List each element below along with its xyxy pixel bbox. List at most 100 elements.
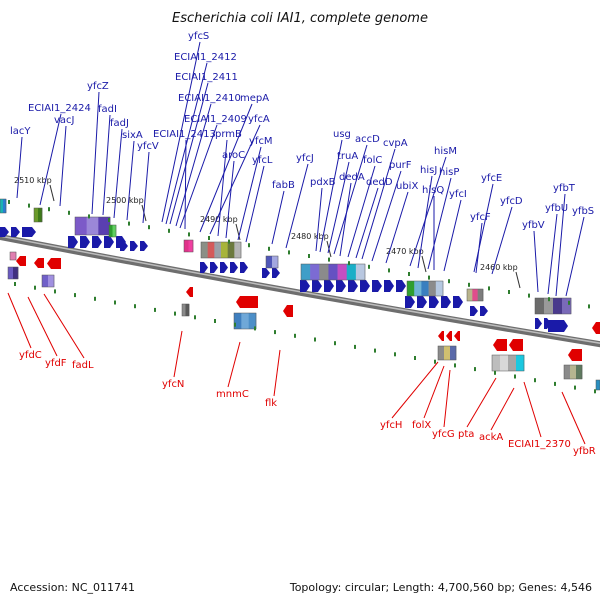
feature-bin xyxy=(0,198,7,214)
reverse-gene-arrows xyxy=(283,305,293,317)
feature-bin xyxy=(200,241,242,259)
leader-line xyxy=(547,213,558,295)
svg-text:yfcA: yfcA xyxy=(248,114,270,125)
svg-text:yfcE: yfcE xyxy=(481,173,502,184)
svg-text:truA: truA xyxy=(337,151,358,162)
leader-line xyxy=(385,191,409,264)
leader-line xyxy=(533,230,539,293)
leader-line xyxy=(565,216,585,297)
svg-text:fadJ: fadJ xyxy=(110,118,129,129)
gene-label-yfcl: yfcL xyxy=(252,155,273,166)
leader-line xyxy=(126,140,135,221)
leader-line xyxy=(319,139,343,253)
leader-line xyxy=(473,183,494,273)
svg-text:yfcF: yfcF xyxy=(470,212,491,223)
tick-mark xyxy=(515,271,521,289)
leader-line xyxy=(523,381,542,438)
gene-label-yfbu: yfbU xyxy=(545,203,568,214)
leader-line xyxy=(59,125,67,207)
feature-blocks xyxy=(0,198,600,391)
tick-mark xyxy=(421,255,427,273)
gene-label-sixa: sixA xyxy=(122,130,143,141)
gene-label-yfca: yfcA xyxy=(248,114,270,125)
gene-label-fadj: fadJ xyxy=(110,118,129,129)
leader-line xyxy=(91,91,100,215)
tick-1: 2500 kbp xyxy=(106,196,147,222)
leader-line xyxy=(237,146,262,241)
svg-text:ackA: ackA xyxy=(479,432,503,443)
gene-label-eciai1_2424: ECIAI1_2424 xyxy=(28,103,91,114)
svg-text:pta: pta xyxy=(458,429,474,440)
svg-text:aroC: aroC xyxy=(222,150,245,161)
leader-lines xyxy=(7,41,586,445)
gene-label-eciai1_2410: ECIAI1_2410 xyxy=(178,93,241,104)
forward-gene-arrows xyxy=(200,262,248,273)
feature-bin xyxy=(466,288,484,302)
svg-text:pdxB: pdxB xyxy=(310,177,336,188)
gene-label-dedd: dedD xyxy=(366,177,393,188)
forward-gene-arrows xyxy=(548,320,568,332)
gene-label-vacj: vacJ xyxy=(54,115,75,126)
forward-gene-arrows xyxy=(120,241,148,251)
leader-line xyxy=(423,365,445,419)
tick-4: 2470 kbp xyxy=(386,247,427,273)
leader-line xyxy=(327,161,350,254)
svg-text:ECIAI1_2409: ECIAI1_2409 xyxy=(184,114,247,125)
leader-line xyxy=(27,296,58,357)
gene-label-yfdf: yfdF xyxy=(45,358,67,369)
reverse-gene-arrows xyxy=(438,331,460,341)
leader-line xyxy=(475,222,483,274)
leader-line xyxy=(16,136,23,199)
reverse-gene-arrows xyxy=(186,287,193,297)
leader-line xyxy=(285,163,309,249)
leader-line xyxy=(175,103,212,227)
tick-5: 2460 kbp xyxy=(480,263,521,289)
leader-line xyxy=(184,139,187,230)
leader-line xyxy=(113,128,123,219)
svg-text:cvpA: cvpA xyxy=(383,138,408,149)
svg-text:ECIAI1_2411: ECIAI1_2411 xyxy=(175,72,238,83)
reverse-gene-arrows xyxy=(47,258,61,269)
leader-line xyxy=(409,156,447,267)
tick-layer: 2510 kbp 2500 kbp 2490 kbp 2480 kbp 2470 kbp… xyxy=(14,176,521,289)
leader-line xyxy=(371,170,402,262)
tick-label: 2480 kbp xyxy=(291,232,329,241)
leader-line xyxy=(417,175,433,269)
gene-label-mnmc: mnmC xyxy=(216,389,249,400)
feature-bin xyxy=(183,239,194,253)
gene-label-yfcm: yfcM xyxy=(249,136,273,147)
svg-text:ubiX: ubiX xyxy=(396,181,418,192)
svg-text:yfcG: yfcG xyxy=(432,429,455,440)
svg-text:yfcI: yfcI xyxy=(449,189,467,200)
gene-label-yfcf: yfcF xyxy=(470,212,491,223)
leader-line xyxy=(315,187,323,252)
svg-text:ECIAI1_2370: ECIAI1_2370 xyxy=(508,439,571,450)
svg-text:ECIAI1_2424: ECIAI1_2424 xyxy=(28,103,91,114)
leader-line xyxy=(273,349,281,397)
feature-bin xyxy=(7,266,19,280)
feature-bin xyxy=(33,207,43,223)
svg-text:fadI: fadI xyxy=(98,104,117,115)
tick-3: 2480 kbp xyxy=(291,232,332,258)
svg-text:yfcJ: yfcJ xyxy=(296,153,314,164)
leader-line xyxy=(347,165,376,258)
gene-label-hism: hisM xyxy=(434,146,457,157)
svg-text:ECIAI1_2412: ECIAI1_2412 xyxy=(174,52,237,63)
leader-line xyxy=(173,330,183,378)
svg-text:flk: flk xyxy=(265,398,277,409)
leader-line xyxy=(466,377,497,428)
leader-line xyxy=(361,148,396,260)
svg-text:yfbT: yfbT xyxy=(553,183,576,194)
accession-text: Accession: NC_011741 xyxy=(10,581,136,594)
gene-label-yfdc: yfdC xyxy=(19,350,42,361)
leader-line xyxy=(142,151,150,224)
feature-bin xyxy=(437,345,457,361)
reverse-gene-arrows xyxy=(34,258,44,268)
svg-text:mepA: mepA xyxy=(240,93,269,104)
svg-text:yfcS: yfcS xyxy=(188,31,209,42)
svg-text:yfbU: yfbU xyxy=(545,203,568,214)
tick-label: 2460 kbp xyxy=(480,263,518,272)
leader-line xyxy=(165,62,208,225)
tick-label: 2510 kbp xyxy=(14,176,52,185)
